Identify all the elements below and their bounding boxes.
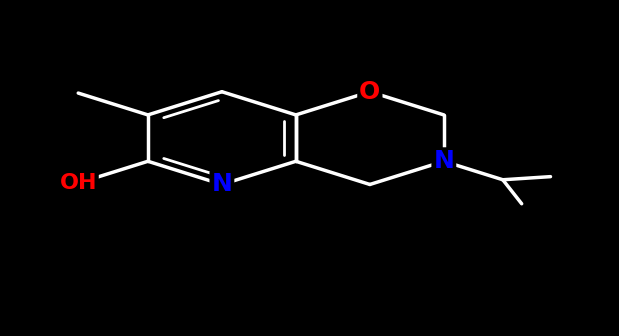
Text: OH: OH (59, 173, 97, 193)
Text: O: O (359, 80, 381, 104)
Text: N: N (433, 149, 454, 173)
Text: N: N (212, 172, 232, 197)
